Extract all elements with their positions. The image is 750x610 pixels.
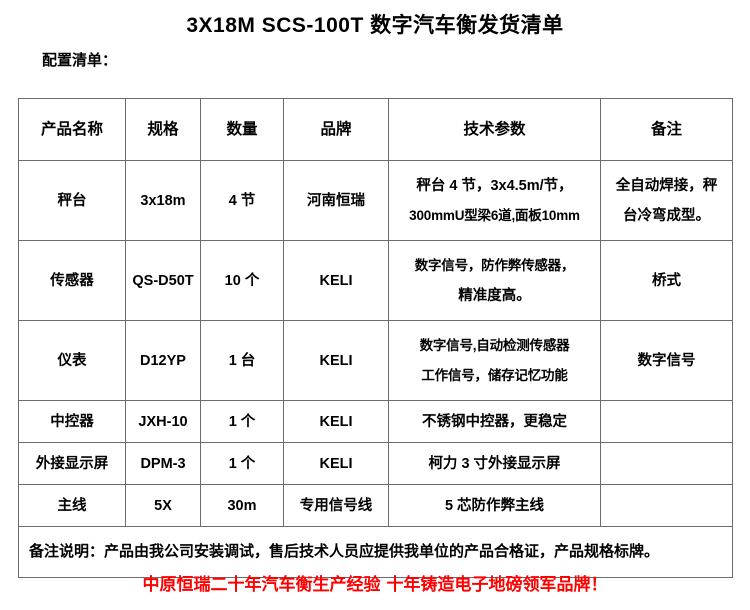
cell-brand: 河南恒瑞 (283, 160, 389, 241)
cell-brand: KELI (283, 400, 389, 443)
cell-specification: 3x18m (125, 160, 201, 241)
tech-line: 300mmU型梁6道,面板10mm (409, 207, 580, 223)
cell-technical-parameters: 秤台 4 节，3x4.5m/节， 300mmU型梁6道,面板10mm (388, 160, 601, 241)
cell-product-name: 主线 (18, 484, 126, 527)
header-brand: 品牌 (283, 98, 389, 161)
table-row: 中控器 JXH-10 1 个 KELI 不锈钢中控器，更稳定 (18, 400, 733, 443)
cell-technical-parameters: 5 芯防作弊主线 (388, 484, 601, 527)
cell-brand: 专用信号线 (283, 484, 389, 527)
tech-line: 精准度高。 (458, 287, 531, 304)
cell-brand: KELI (283, 240, 389, 321)
remark-line: 全自动焊接，秤 (615, 177, 718, 194)
spec-table: 产品名称 规格 数量 品牌 技术参数 备注 秤台 3x18m 4 节 河南恒瑞 … (18, 98, 733, 578)
cell-technical-parameters: 数字信号,自动检测传感器 工作信号，储存记忆功能 (388, 320, 601, 401)
spec-table-container: 产品名称 规格 数量 品牌 技术参数 备注 秤台 3x18m 4 节 河南恒瑞 … (18, 98, 733, 578)
remark-line: 台冷弯成型。 (623, 207, 710, 224)
cell-specification: 5X (125, 484, 201, 527)
cell-remark (600, 442, 733, 485)
table-header-row: 产品名称 规格 数量 品牌 技术参数 备注 (18, 98, 733, 161)
table-row: 主线 5X 30m 专用信号线 5 芯防作弊主线 (18, 484, 733, 527)
cell-product-name: 仪表 (18, 320, 126, 401)
cell-brand: KELI (283, 442, 389, 485)
header-specification: 规格 (125, 98, 201, 161)
table-row: 仪表 D12YP 1 台 KELI 数字信号,自动检测传感器 工作信号，储存记忆… (18, 320, 733, 401)
cell-specification: D12YP (125, 320, 201, 401)
cell-brand: KELI (283, 320, 389, 401)
cell-quantity: 1 个 (200, 442, 284, 485)
cell-remark (600, 484, 733, 527)
tech-line: 数字信号，防作弊传感器， (414, 257, 575, 273)
header-product-name: 产品名称 (18, 98, 126, 161)
cell-specification: QS-D50T (125, 240, 201, 321)
tech-line: 工作信号，储存记忆功能 (421, 367, 568, 383)
cell-technical-parameters: 柯力 3 寸外接显示屏 (388, 442, 601, 485)
cell-remark: 桥式 (600, 240, 733, 321)
cell-technical-parameters: 不锈钢中控器，更稳定 (388, 400, 601, 443)
table-row: 秤台 3x18m 4 节 河南恒瑞 秤台 4 节，3x4.5m/节， 300mm… (18, 160, 733, 241)
cell-product-name: 中控器 (18, 400, 126, 443)
cell-technical-parameters: 数字信号，防作弊传感器， 精准度高。 (388, 240, 601, 321)
cell-quantity: 10 个 (200, 240, 284, 321)
page-title: 3X18M SCS-100T 数字汽车衡发货清单 (186, 14, 564, 37)
cell-product-name: 秤台 (18, 160, 126, 241)
cell-specification: DPM-3 (125, 442, 201, 485)
cell-product-name: 传感器 (18, 240, 126, 321)
cell-remark: 数字信号 (600, 320, 733, 401)
cell-quantity: 4 节 (200, 160, 284, 241)
cell-specification: JXH-10 (125, 400, 201, 443)
tech-line: 数字信号,自动检测传感器 (419, 337, 570, 353)
cell-quantity: 1 个 (200, 400, 284, 443)
table-row: 传感器 QS-D50T 10 个 KELI 数字信号，防作弊传感器， 精准度高。… (18, 240, 733, 321)
header-technical-parameters: 技术参数 (388, 98, 601, 161)
table-note-row: 备注说明：产品由我公司安装调试，售后技术人员应提供我单位的产品合格证，产品规格标… (18, 526, 733, 578)
cell-quantity: 1 台 (200, 320, 284, 401)
cell-remark: 全自动焊接，秤 台冷弯成型。 (600, 160, 733, 241)
note-text: 备注说明：产品由我公司安装调试，售后技术人员应提供我单位的产品合格证，产品规格标… (18, 526, 733, 578)
cell-remark (600, 400, 733, 443)
table-row: 外接显示屏 DPM-3 1 个 KELI 柯力 3 寸外接显示屏 (18, 442, 733, 485)
config-list-label: 配置清单： (42, 52, 118, 69)
tech-line: 秤台 4 节，3x4.5m/节， (416, 177, 573, 194)
cell-quantity: 30m (200, 484, 284, 527)
header-remark: 备注 (600, 98, 733, 161)
header-quantity: 数量 (200, 98, 284, 161)
cell-product-name: 外接显示屏 (18, 442, 126, 485)
footer-slogan: 中原恒瑞二十年汽车衡生产经验 十年铸造电子地磅领军品牌！ (142, 575, 608, 595)
